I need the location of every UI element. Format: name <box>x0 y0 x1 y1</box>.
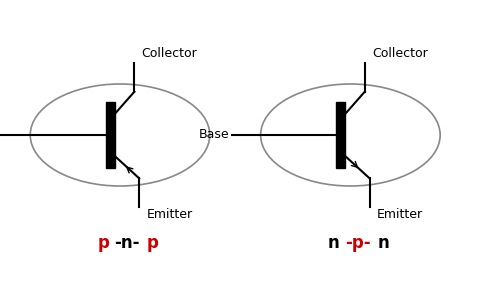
Text: Emitter: Emitter <box>146 208 192 221</box>
Text: -p-: -p- <box>345 234 371 252</box>
Text: n: n <box>377 234 389 252</box>
Text: Emitter: Emitter <box>377 208 423 221</box>
Text: Collector: Collector <box>142 47 197 60</box>
Bar <box>336 102 345 168</box>
Bar <box>106 102 115 168</box>
Text: p: p <box>147 234 158 252</box>
Text: n: n <box>328 234 339 252</box>
Text: Base: Base <box>199 128 229 142</box>
Text: -n-: -n- <box>114 234 140 252</box>
Text: Collector: Collector <box>372 47 428 60</box>
Text: p: p <box>97 234 109 252</box>
